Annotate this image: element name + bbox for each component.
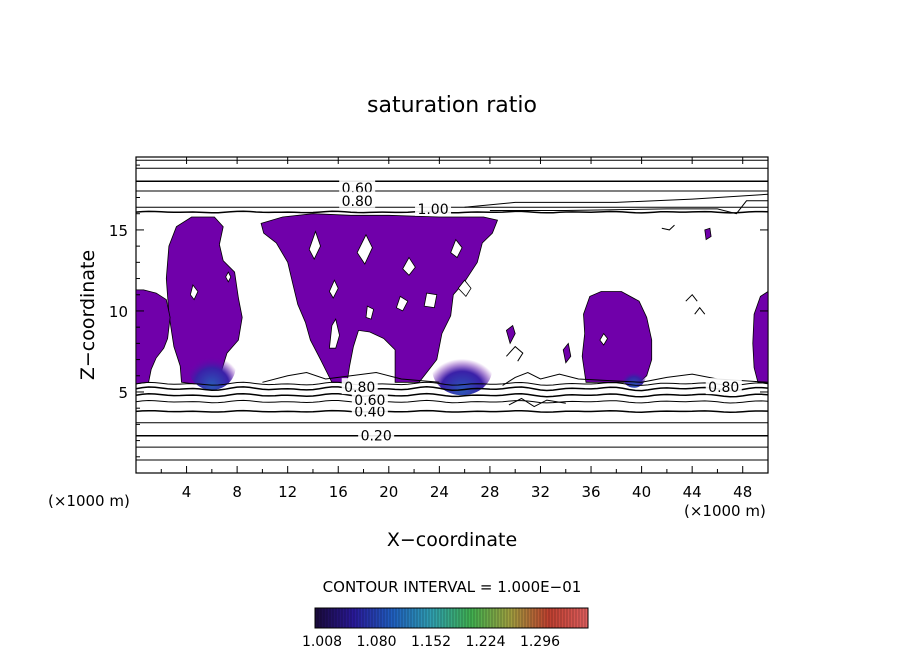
contour-label-bg <box>351 391 388 408</box>
fill-hole <box>225 271 232 283</box>
contour-label: 0.80 <box>342 194 373 210</box>
fill-hole <box>423 292 438 309</box>
contour-label-bg <box>358 426 395 443</box>
colorbar-tick-label: 1.152 <box>411 634 451 650</box>
contour-line <box>508 397 566 408</box>
cloud-core <box>187 342 236 391</box>
region-left <box>165 216 243 385</box>
x-axis-unit-right: (×1000 m) <box>684 502 766 520</box>
x-axis-ticks: 4 8 12 16 20 24 28 32 36 40 44 48 <box>160 157 752 501</box>
x-tick-label: 28 <box>480 483 499 501</box>
contour-label: 0.20 <box>361 429 392 445</box>
x-tick-label: 8 <box>232 483 242 501</box>
fill-hole <box>457 279 472 298</box>
x-tick-label: 12 <box>278 483 297 501</box>
contour-label: 0.80 <box>708 380 739 396</box>
x-tick-label: 24 <box>430 483 449 501</box>
region-central <box>260 213 499 383</box>
region-right <box>581 291 653 383</box>
colorbar: 1.008 1.080 1.152 1.224 1.296 <box>302 607 589 650</box>
colorbar-tick-label: 1.008 <box>302 634 342 650</box>
colorbar-tick-label: 1.080 <box>356 634 396 650</box>
supersaturated-regions <box>135 213 769 396</box>
contour-line <box>489 200 768 215</box>
contour-label: 0.40 <box>354 404 385 420</box>
contour-lines <box>135 159 769 461</box>
fill-hole <box>356 233 373 265</box>
x-tick-label: 44 <box>683 483 702 501</box>
cloud-core <box>432 343 493 396</box>
y-axis-label: Z−coordinate <box>77 250 99 380</box>
contour-label: 0.80 <box>344 380 375 396</box>
fill-hole <box>450 238 463 259</box>
plot-area: 0.200.400.600.80 0.800.600.801.00 4 8 12 16 2… <box>109 156 769 501</box>
x-tick-label: 48 <box>733 483 752 501</box>
colorbar-ticks: 1.008 1.080 1.152 1.224 1.296 <box>302 634 560 650</box>
y-tick-label: 10 <box>109 303 128 321</box>
contour-line-0.80 <box>135 386 769 392</box>
fill-hole <box>328 279 339 299</box>
contour-line-1.00 <box>135 210 769 214</box>
x-tick-label: 32 <box>531 483 550 501</box>
fill-hole <box>328 318 340 349</box>
contour-line-0.60 <box>135 392 769 398</box>
x-axis-unit-left: (×1000 m) <box>48 492 130 510</box>
x-tick-label: 36 <box>581 483 600 501</box>
colorbar-stripes <box>317 608 586 628</box>
region-small <box>704 227 712 241</box>
region-edge-left <box>135 289 171 385</box>
x-tick-label: 4 <box>182 483 192 501</box>
region-edge-right <box>752 290 769 385</box>
contour-line <box>685 293 698 302</box>
x-tick-label: 16 <box>329 483 348 501</box>
contour-line <box>502 371 769 386</box>
colorbar-tick-label: 1.224 <box>465 634 505 650</box>
contour-label-bg <box>339 178 376 195</box>
y-tick-label: 15 <box>109 222 128 240</box>
contour-label-bg <box>339 191 376 208</box>
contour-line <box>135 381 769 387</box>
chart-title: saturation ratio <box>367 93 537 118</box>
fill-hole <box>308 230 321 260</box>
colorbar-tick-label: 1.296 <box>520 634 560 650</box>
y-axis-ticks: 5 10 15 <box>109 164 768 458</box>
fill-hole <box>599 332 608 346</box>
contour-line-0.40 <box>135 409 769 413</box>
contour-label: 0.60 <box>354 393 385 409</box>
contour-line <box>661 224 675 231</box>
contour-line <box>262 371 440 383</box>
contour-interval-note: CONTOUR INTERVAL = 1.000E−01 <box>323 578 582 596</box>
contour-line <box>694 306 706 315</box>
x-tick-label: 40 <box>632 483 651 501</box>
contour-label-bg <box>415 199 452 216</box>
contour-line <box>135 399 769 404</box>
region-small <box>562 342 572 364</box>
contour-labels: 0.200.400.600.80 0.800.600.801.00 <box>339 178 742 445</box>
contour-line <box>464 193 769 208</box>
contour-label-bg <box>341 378 378 395</box>
fill-hole <box>189 284 199 301</box>
contour-label-bg <box>705 378 742 395</box>
fill-hole <box>402 256 416 276</box>
fill-hole <box>395 295 409 312</box>
contour-label: 1.00 <box>417 202 448 218</box>
region-small <box>505 324 516 345</box>
x-tick-label: 20 <box>379 483 398 501</box>
y-tick-label: 5 <box>118 384 128 402</box>
contour-line <box>506 345 524 362</box>
fill-hole <box>365 305 375 320</box>
x-axis-label: X−coordinate <box>387 529 517 551</box>
colorbar-gradient <box>314 607 589 629</box>
